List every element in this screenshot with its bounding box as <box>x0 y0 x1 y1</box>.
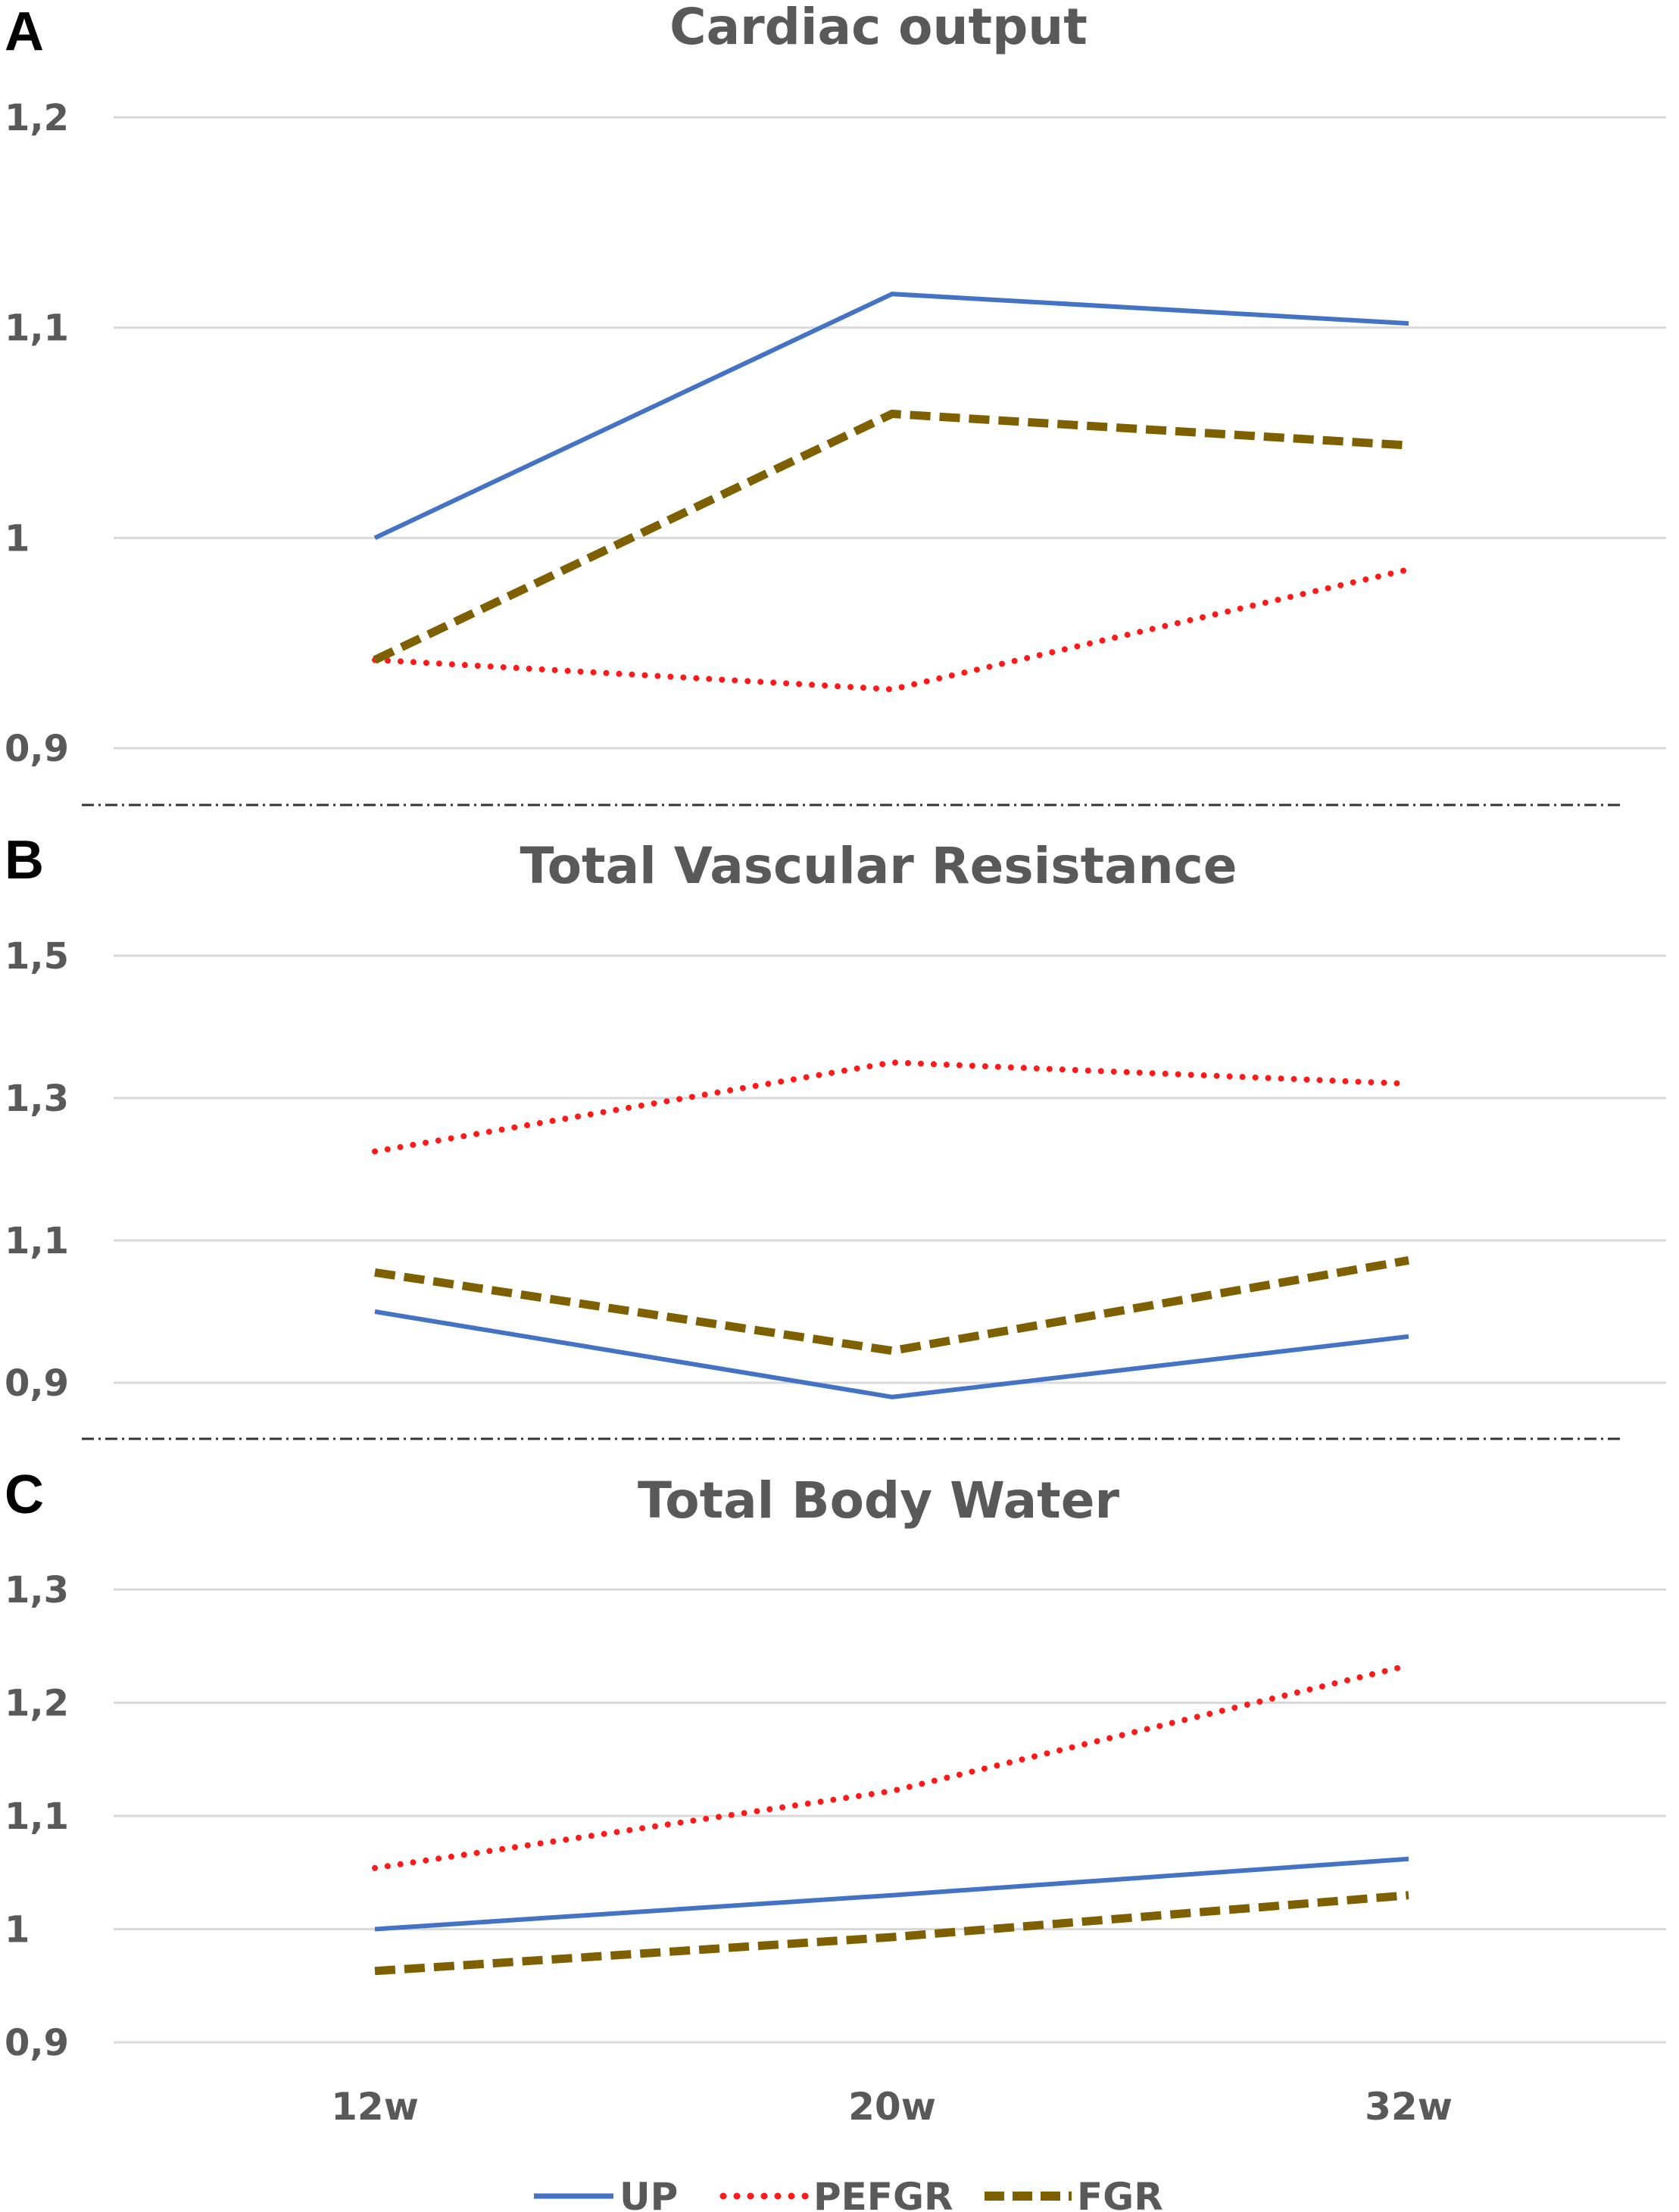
panel-b-plot: 0,9 1,1 1,3 1,5 <box>5 935 1666 1405</box>
legend-label-pefgr: PEFGR <box>813 2175 953 2212</box>
panel-c-series-fgr <box>374 1891 1409 1976</box>
panel-a-ytick-label: 1,1 <box>5 307 69 350</box>
panel-b-ytick-label: 0,9 <box>5 1362 69 1405</box>
panel-c-title: Total Body Water <box>638 1471 1119 1530</box>
panel-a-ytick-label: 1,2 <box>5 97 69 139</box>
panel-c-ytick-label: 1 <box>5 1909 30 1951</box>
panel-c-ytick-label: 1,2 <box>5 1683 69 1725</box>
panel-c-series-pefgr <box>372 1662 1412 1871</box>
panel-b-series-up <box>374 1309 1409 1399</box>
panel-c-ytick-label: 1,3 <box>5 1569 69 1611</box>
x-tick-label-12w: 12w <box>331 2085 419 2129</box>
x-tick-label-32w: 32w <box>1365 2085 1453 2129</box>
panel-b-ytick-label: 1,3 <box>5 1078 69 1120</box>
panel-a-plot: 0,9 1 1,1 1,2 <box>5 97 1666 770</box>
panel-b: B Total Vascular Resistance 0,9 1,1 1,3 1,5 <box>5 830 1666 1405</box>
panel-a-series-pefgr <box>372 566 1412 693</box>
panel-c-plot: 0,9 1 1,1 1,2 1,3 <box>5 1569 1666 2064</box>
panel-a: A Cardiac output 0,9 1 1,1 1,2 <box>5 0 1666 770</box>
panel-b-ytick-label: 1,5 <box>5 935 69 978</box>
x-tick-label-20w: 20w <box>848 2085 936 2129</box>
legend-label-fgr: FGR <box>1077 2175 1163 2212</box>
panel-b-title: Total Vascular Resistance <box>520 837 1237 895</box>
x-axis: 12w 20w 32w <box>331 2085 1453 2129</box>
panel-a-ytick-label: 1 <box>5 517 30 560</box>
panel-b-ytick-label: 1,1 <box>5 1220 69 1262</box>
legend: UP PEFGR FGR <box>534 2175 1163 2212</box>
panel-a-series-fgr <box>373 409 1409 664</box>
panel-c: C Total Body Water 0,9 1 1,1 1,2 1,3 <box>5 1465 1666 2064</box>
panel-b-letter: B <box>5 830 44 891</box>
panel-c-ytick-label: 0,9 <box>5 2022 69 2064</box>
panel-b-series-pefgr <box>372 1059 1412 1155</box>
panel-a-letter: A <box>5 2 44 62</box>
panel-c-series-up <box>374 1856 1409 1932</box>
panel-c-letter: C <box>5 1465 44 1525</box>
legend-label-up: UP <box>619 2175 678 2212</box>
panel-b-series-fgr <box>374 1256 1409 1356</box>
panel-a-title: Cardiac output <box>669 0 1088 56</box>
panel-c-ytick-label: 1,1 <box>5 1795 69 1838</box>
panel-a-series-up <box>373 292 1409 541</box>
panel-a-ytick-label: 0,9 <box>5 728 69 770</box>
